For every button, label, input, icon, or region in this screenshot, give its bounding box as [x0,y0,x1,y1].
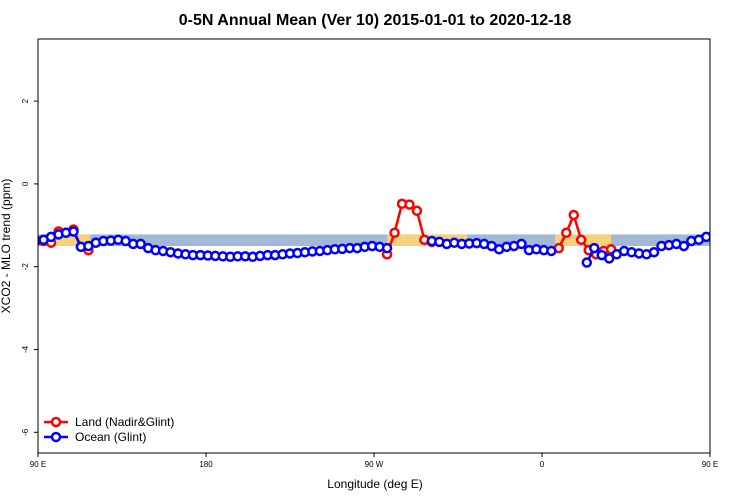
x-tick-label: 90 W [365,460,384,469]
data-point-ocean-glint [546,245,557,257]
data-point-ocean-glint [581,257,593,268]
data-point-ocean-glint [725,228,733,236]
legend-marker-ocean-glint [50,431,62,443]
legend-label-ocean-glint: Ocean (Glint) [75,430,146,444]
data-point-land-nadir-glint [727,237,735,245]
data-point-ocean-glint [648,246,660,258]
data-point-ocean-glint [717,229,725,237]
land-band [729,234,750,246]
data-point-ocean-glint [135,238,146,250]
y-tick-label: -2 [21,263,30,271]
data-point-ocean-glint [516,238,527,250]
land-band [51,234,91,246]
data-point-land-nadir-glint [561,227,572,239]
y-tick-label: -4 [21,345,30,353]
data-point-ocean-glint [708,230,710,239]
data-point-land-nadir-glint [404,199,415,210]
data-point-land-nadir-glint [575,234,587,246]
data-point-ocean-glint [678,240,690,252]
data-point-land-nadir-glint [568,209,579,221]
data-point-ocean-glint [701,231,710,243]
x-tick-label: 0 [540,460,545,469]
data-point-land-nadir-glint [389,227,400,239]
legend-label-land-nadir-glint: Land (Nadir&Glint) [75,415,174,429]
data-point-ocean-glint [732,243,740,251]
y-tick-label: 2 [21,98,30,103]
series-line-land-nadir-glint [731,229,750,250]
y-axis-label: XCO2 - MLO trend (ppm) [0,179,13,314]
ocean-band [38,234,710,246]
legend: Land (Nadir&Glint)Ocean (Glint) [44,415,174,444]
x-tick-label: 90 E [702,460,718,469]
data-point-land-nadir-glint [411,205,423,217]
chart-title: 0-5N Annual Mean (Ver 10) 2015-01-01 to … [179,12,572,29]
y-tick-label: -6 [21,428,30,436]
x-axis: 90 E 180 90 W 0 90 E [30,453,718,469]
data-point-ocean-glint [68,226,79,237]
data-point-ocean-glint [589,242,600,254]
series-layer [38,198,750,268]
data-point-ocean-glint [740,242,748,250]
y-axis: 2 0 -2 -4 -6 [21,98,38,436]
x-axis-label: Longitude (deg E) [327,477,422,491]
data-point-ocean-glint [603,253,615,264]
x-tick-label: 180 [199,460,213,469]
data-point-land-nadir-glint [741,228,749,236]
data-point-ocean-glint [381,242,393,254]
data-point-land-nadir-glint [734,226,742,234]
x-tick-label: 90 E [30,460,46,469]
y-tick-label: 0 [21,181,30,186]
legend-marker-land-nadir-glint [50,416,62,428]
